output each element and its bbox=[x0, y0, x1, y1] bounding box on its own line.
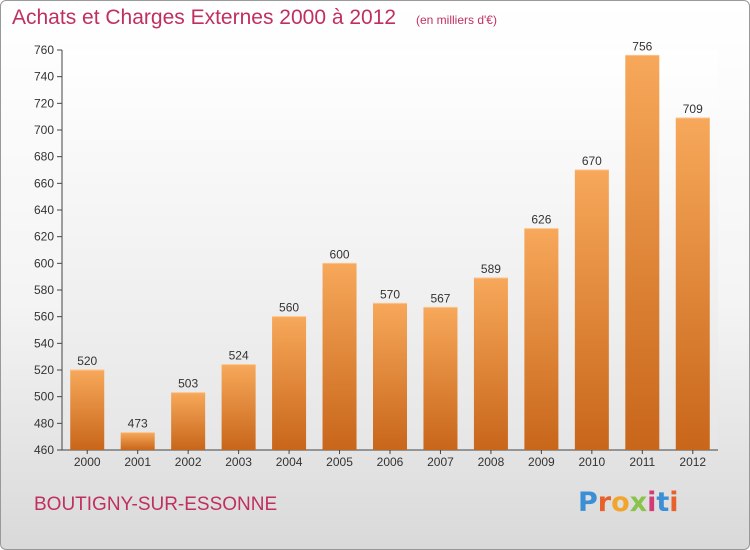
data-label: 520 bbox=[77, 354, 97, 368]
y-tick-label: 740 bbox=[34, 70, 54, 84]
logo-letter: i bbox=[647, 487, 657, 518]
y-tick-label: 720 bbox=[34, 96, 54, 110]
data-label: 589 bbox=[481, 262, 501, 276]
x-tick-label: 2002 bbox=[175, 455, 202, 469]
logo-letter: r bbox=[597, 487, 612, 518]
y-tick-label: 620 bbox=[34, 230, 54, 244]
x-tick-label: 2004 bbox=[276, 455, 303, 469]
bar bbox=[70, 370, 105, 450]
bar bbox=[625, 55, 660, 450]
x-tick-label: 2000 bbox=[74, 455, 101, 469]
x-tick-label: 2012 bbox=[679, 455, 706, 469]
y-tick-label: 560 bbox=[34, 310, 54, 324]
x-tick-label: 2010 bbox=[578, 455, 605, 469]
commune-name: BOUTIGNY-SUR-ESSONNE bbox=[34, 494, 278, 515]
x-tick-label: 2005 bbox=[326, 455, 353, 469]
y-tick-label: 460 bbox=[34, 443, 54, 457]
data-label: 473 bbox=[128, 417, 148, 431]
data-label: 524 bbox=[229, 349, 249, 363]
bar bbox=[473, 278, 508, 450]
x-tick-label: 2009 bbox=[528, 455, 555, 469]
y-tick-label: 500 bbox=[34, 390, 54, 404]
chart-subtitle: (en milliers d'€) bbox=[416, 13, 497, 27]
bar bbox=[322, 263, 357, 450]
bar bbox=[272, 316, 307, 450]
bar bbox=[373, 303, 407, 450]
y-tick-label: 660 bbox=[34, 176, 54, 190]
logo-letter: P bbox=[578, 487, 598, 518]
x-tick-label: 2006 bbox=[377, 455, 404, 469]
x-tick-label: 2001 bbox=[124, 455, 151, 469]
data-label: 503 bbox=[178, 377, 198, 391]
x-tick-label: 2008 bbox=[478, 455, 505, 469]
logo-letter: x bbox=[629, 487, 648, 518]
logo-letter: t bbox=[656, 487, 670, 518]
y-tick-label: 520 bbox=[34, 363, 54, 377]
y-tick-label: 680 bbox=[34, 150, 54, 164]
data-label: 709 bbox=[683, 102, 703, 116]
bar bbox=[423, 307, 458, 450]
data-label: 626 bbox=[531, 213, 551, 227]
y-tick-label: 700 bbox=[34, 123, 54, 137]
data-label: 600 bbox=[330, 247, 350, 261]
bar bbox=[171, 392, 206, 450]
bar bbox=[524, 228, 559, 450]
y-tick-label: 540 bbox=[34, 336, 54, 350]
x-tick-label: 2003 bbox=[225, 455, 252, 469]
bar bbox=[574, 170, 609, 450]
x-tick-label: 2011 bbox=[629, 455, 655, 469]
y-tick-label: 640 bbox=[34, 203, 54, 217]
x-tick-label: 2007 bbox=[427, 455, 454, 469]
data-label: 567 bbox=[430, 291, 450, 305]
data-label: 670 bbox=[582, 154, 602, 168]
data-label: 570 bbox=[380, 287, 400, 301]
data-label: 560 bbox=[279, 301, 299, 315]
y-tick-label: 480 bbox=[34, 416, 54, 430]
logo-letter: o bbox=[611, 487, 630, 518]
y-tick-label: 600 bbox=[34, 256, 54, 270]
proxiti-logo: Proxiti bbox=[578, 487, 679, 518]
chart-title: Achats et Charges Externes 2000 à 2012 bbox=[12, 6, 397, 29]
logo-letter: i bbox=[669, 487, 679, 518]
data-label: 756 bbox=[632, 39, 652, 53]
bar bbox=[675, 118, 710, 450]
y-tick-label: 580 bbox=[34, 283, 54, 297]
bar bbox=[120, 432, 155, 450]
bar bbox=[221, 364, 256, 450]
y-tick-label: 760 bbox=[34, 43, 54, 57]
